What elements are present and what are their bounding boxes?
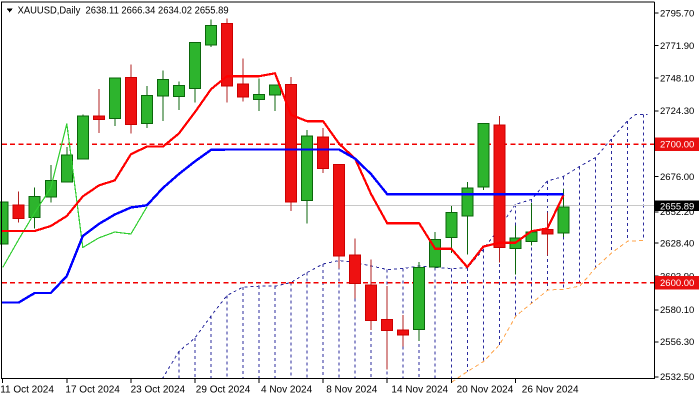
svg-text:20 Nov 2024: 20 Nov 2024 bbox=[457, 385, 514, 396]
svg-text:2556.30: 2556.30 bbox=[660, 337, 694, 348]
svg-text:2676.00: 2676.00 bbox=[660, 172, 694, 183]
svg-text:2600.00: 2600.00 bbox=[660, 278, 694, 289]
svg-text:14 Nov 2024: 14 Nov 2024 bbox=[391, 385, 448, 396]
svg-text:2628.40: 2628.40 bbox=[660, 238, 694, 249]
svg-text:29 Oct 2024: 29 Oct 2024 bbox=[196, 385, 251, 396]
svg-text:2532.50: 2532.50 bbox=[660, 372, 694, 383]
svg-text:23 Oct 2024: 23 Oct 2024 bbox=[131, 385, 186, 396]
svg-text:2724.30: 2724.30 bbox=[660, 106, 694, 117]
svg-text:11 Oct 2024: 11 Oct 2024 bbox=[0, 385, 54, 396]
svg-text:8 Nov 2024: 8 Nov 2024 bbox=[326, 385, 378, 396]
svg-text:4 Nov 2024: 4 Nov 2024 bbox=[261, 385, 313, 396]
svg-text:26 Nov 2024: 26 Nov 2024 bbox=[522, 385, 579, 396]
svg-text:2795.70: 2795.70 bbox=[660, 8, 694, 19]
svg-text:17 Oct 2024: 17 Oct 2024 bbox=[65, 385, 120, 396]
svg-text:2652.20: 2652.20 bbox=[660, 207, 694, 218]
svg-text:2700.00: 2700.00 bbox=[660, 140, 694, 151]
svg-text:2771.90: 2771.90 bbox=[660, 41, 694, 52]
svg-text:XAUUSD,Daily 2638.11 2666.34: XAUUSD,Daily 2638.11 2666.34 2634.02 265… bbox=[18, 6, 229, 17]
svg-text:2748.10: 2748.10 bbox=[660, 74, 694, 85]
svg-text:2655.89: 2655.89 bbox=[660, 201, 694, 212]
svg-text:2580.10: 2580.10 bbox=[660, 305, 694, 316]
